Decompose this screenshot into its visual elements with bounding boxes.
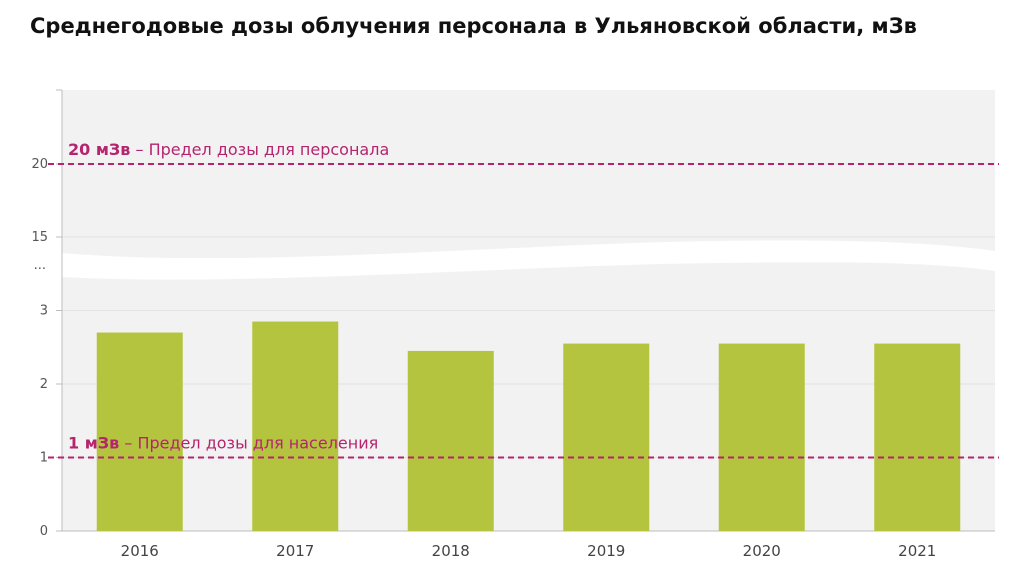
reference-value: 20 мЗв [68, 140, 130, 159]
y-tick-label: 20 [31, 157, 48, 172]
reference-line-label: 20 мЗв – Предел дозы для персонала [68, 140, 389, 159]
y-tick-label: 1 [40, 451, 48, 466]
y-tick-label: 15 [31, 230, 48, 245]
reference-description: – Предел дозы для населения [119, 434, 378, 453]
axis-break-marker: ... [34, 258, 46, 273]
y-tick-label: 2 [40, 377, 48, 392]
x-tick-label: 2017 [276, 542, 314, 560]
reference-line-label: 1 мЗв – Предел дозы для населения [68, 434, 378, 453]
x-tick-label: 2021 [898, 542, 936, 560]
bar [563, 343, 650, 531]
y-tick-label: 3 [40, 304, 48, 319]
bar [252, 321, 339, 531]
reference-value: 1 мЗв [68, 434, 119, 453]
bar [96, 332, 183, 531]
x-tick-label: 2018 [432, 542, 470, 560]
bar [718, 343, 805, 531]
bar [874, 343, 961, 531]
axis-break [62, 240, 995, 280]
y-tick-label: 0 [40, 524, 48, 539]
chart-title: Среднегодовые дозы облучения персонала в… [30, 14, 917, 38]
x-tick-label: 2016 [121, 542, 159, 560]
bar [407, 350, 494, 531]
x-tick-label: 2019 [587, 542, 625, 560]
reference-description: – Предел дозы для персонала [130, 140, 389, 159]
x-tick-label: 2020 [743, 542, 781, 560]
